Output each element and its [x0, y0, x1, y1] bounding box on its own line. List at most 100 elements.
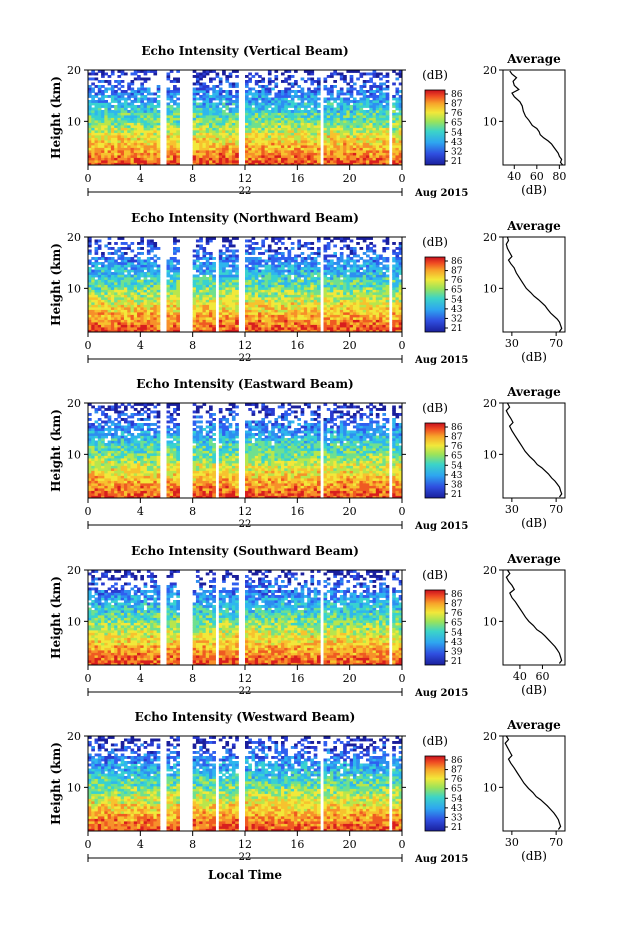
heatmap-cell [324, 115, 328, 118]
heatmap-cell [117, 155, 121, 158]
heatmap-cell [222, 90, 226, 93]
heatmap-cell [333, 150, 337, 153]
heatmap-cell [121, 272, 125, 275]
heatmap-cell [206, 110, 210, 113]
heatmap-cell [333, 158, 337, 161]
heatmap-cell [373, 108, 377, 111]
heatmap-cell [219, 78, 223, 81]
heatmap-cell [216, 133, 220, 136]
heatmap-cell [101, 80, 105, 83]
heatmap-cell [379, 93, 383, 96]
heatmap-cell [291, 128, 295, 131]
heatmap-cell [134, 148, 138, 151]
heatmap-cell [147, 88, 151, 91]
heatmap-cell [379, 90, 383, 93]
heatmap-cell [229, 140, 233, 143]
heatmap-cell [232, 285, 236, 288]
heatmap-cell [167, 75, 171, 78]
heatmap-cell [144, 140, 148, 143]
heatmap-cell [98, 155, 102, 158]
heatmap-cell [376, 98, 380, 101]
heatmap-cell [363, 143, 367, 146]
heatmap-cell [134, 320, 138, 323]
heatmap-cell [255, 297, 259, 300]
heatmap-cell [245, 270, 249, 273]
heatmap-cell [271, 272, 275, 275]
heatmap-cell [88, 297, 92, 300]
heatmap-cell [196, 325, 200, 328]
heatmap-cell [274, 280, 278, 283]
heatmap-cell [91, 155, 95, 158]
heatmap-cell [219, 93, 223, 96]
heatmap-cell [127, 140, 131, 143]
heatmap-cell [265, 307, 269, 310]
heatmap-cell [193, 320, 197, 323]
heatmap-cell [95, 123, 99, 126]
heatmap-cell [206, 265, 210, 268]
heatmap-cell [137, 123, 141, 126]
heatmap-cell [324, 78, 328, 81]
heatmap-cell [98, 150, 102, 153]
heatmap-cell [301, 302, 305, 305]
heatmap-cell [235, 312, 239, 315]
heatmap-cell [278, 272, 282, 275]
heatmap-cell [91, 120, 95, 123]
heatmap-cell [202, 307, 206, 310]
heatmap-cell [307, 125, 311, 128]
heatmap-cell [167, 307, 171, 310]
heatmap-cell [386, 145, 390, 148]
heatmap-cell [340, 158, 344, 161]
heatmap-cell [301, 317, 305, 320]
heatmap-cell [121, 275, 125, 278]
heatmap-cell [206, 242, 210, 245]
heatmap-cell [248, 292, 252, 295]
heatmap-cell [356, 158, 360, 161]
heatmap-cell [104, 260, 108, 263]
heatmap-cell [337, 158, 341, 161]
heatmap-cell [232, 310, 236, 313]
heatmap-cell [310, 73, 314, 76]
heatmap-cell [206, 150, 210, 153]
heatmap-cell [176, 140, 180, 143]
heatmap-cell [258, 297, 262, 300]
heatmap-cell [235, 265, 239, 268]
heatmap-cell [140, 240, 144, 243]
heatmap-cell [343, 105, 347, 108]
heatmap-cell [317, 317, 321, 320]
heatmap-cell [167, 73, 171, 76]
heatmap-cell [274, 150, 278, 153]
heatmap-cell [153, 148, 157, 151]
heatmap-cell [173, 103, 177, 106]
heatmap-cell [258, 103, 262, 106]
heatmap-cell [297, 85, 301, 88]
heatmap-cell [340, 125, 344, 128]
heatmap-cell [196, 93, 200, 96]
heatmap-cell [281, 143, 285, 146]
heatmap-cell [108, 287, 112, 290]
heatmap-cell [359, 128, 363, 131]
heatmap-cell [301, 292, 305, 295]
heatmap-cell [297, 158, 301, 161]
heatmap-cell [219, 140, 223, 143]
heatmap-cell [291, 130, 295, 133]
heatmap-cell [91, 158, 95, 161]
heatmap-cell [108, 108, 112, 111]
heatmap-cell [294, 315, 298, 318]
heatmap-cell [288, 125, 292, 128]
heatmap-cell [376, 125, 380, 128]
heatmap-cell [167, 93, 171, 96]
heatmap-cell [219, 260, 223, 263]
heatmap-cell [271, 267, 275, 270]
heatmap-cell [258, 80, 262, 83]
heatmap-cell [291, 307, 295, 310]
heatmap-cell [382, 153, 386, 156]
heatmap-cell [95, 257, 99, 260]
heatmap-cell [111, 282, 115, 285]
heatmap-cell [265, 115, 269, 118]
heatmap-cell [127, 277, 131, 280]
heatmap-cell [144, 88, 148, 91]
heatmap-cell [353, 143, 357, 146]
heatmap-cell [255, 98, 259, 101]
heatmap-cell [359, 103, 363, 106]
heatmap-cell [216, 135, 220, 138]
